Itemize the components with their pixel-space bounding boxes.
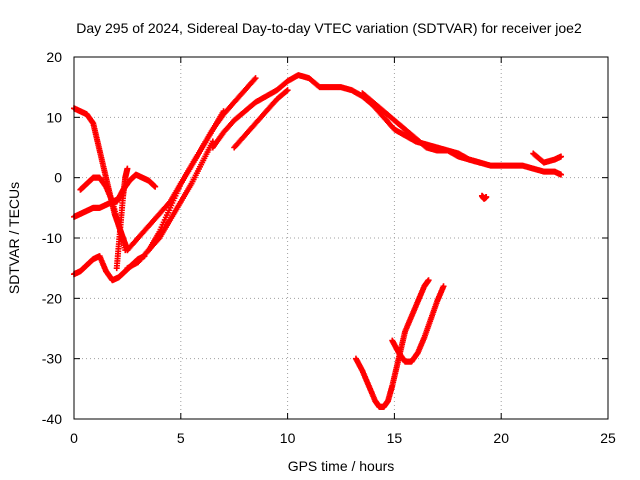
data-point [440,283,447,290]
grid [74,57,608,419]
series-arc-rise-3 [124,138,216,272]
series-arc-dropline [113,165,131,272]
series-arc-end-bits [530,150,565,166]
x-tick-label: 15 [387,430,403,446]
data-point [152,183,159,190]
y-tick-label: -10 [42,230,62,246]
tick-labels: 0 5 10 15 20 25 -40 -30 -20 -10 0 10 20 [42,49,616,446]
y-axis-label: SDTVAR / TECUs [6,182,22,294]
data-point [483,193,490,200]
series-arc-low-start [71,253,148,284]
data-point [425,277,432,284]
x-tick-label: 20 [493,430,509,446]
series-isolated-point [478,192,490,202]
y-tick-label: -30 [42,351,62,367]
data-point [558,153,565,160]
y-tick-label: 20 [46,49,62,65]
data-point [558,171,565,178]
x-tick-label: 0 [70,430,78,446]
series-arc-main [209,72,565,178]
x-tick-label: 10 [280,430,296,446]
series-v-dip [389,283,447,365]
data-point [283,88,290,95]
data-point [124,165,131,172]
x-axis-label: GPS time / hours [288,458,395,474]
series-arc-tail [359,90,483,166]
series-u-dip [352,277,432,410]
data-points [71,72,565,410]
y-tick-label: -20 [42,290,62,306]
series-arc-main-lower [231,87,291,151]
x-tick-label: 5 [177,430,185,446]
chart-title: Day 295 of 2024, Sidereal Day-to-day VTE… [76,20,582,36]
data-point [284,87,291,94]
y-tick-label: -40 [42,411,62,427]
data-point [252,75,259,82]
y-tick-label: 0 [54,170,62,186]
x-tick-label: 25 [600,430,616,446]
y-tick-label: 10 [46,109,62,125]
plot-frame [73,56,609,420]
data-point [476,159,483,166]
data-point [220,108,227,115]
